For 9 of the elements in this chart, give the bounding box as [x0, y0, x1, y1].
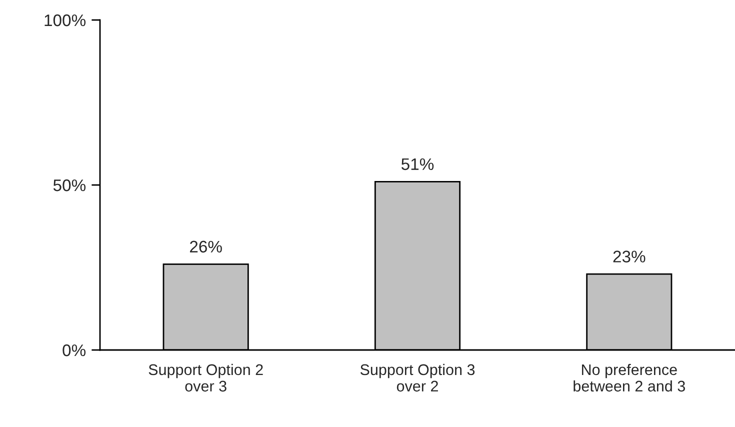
- data-label: 26%: [190, 240, 222, 253]
- x-tick-label: Support Option 2 over 3: [148, 364, 263, 392]
- y-tick-label: 100%: [44, 14, 86, 26]
- y-tick-label: 50%: [53, 179, 86, 192]
- x-tick-label: No preference between 2 and 3: [574, 364, 685, 392]
- data-label: 23%: [613, 250, 646, 262]
- y-tick-label: 0%: [62, 344, 86, 356]
- x-tick-label: Support Option 3 over 2: [360, 364, 475, 392]
- data-label: 51%: [401, 158, 434, 170]
